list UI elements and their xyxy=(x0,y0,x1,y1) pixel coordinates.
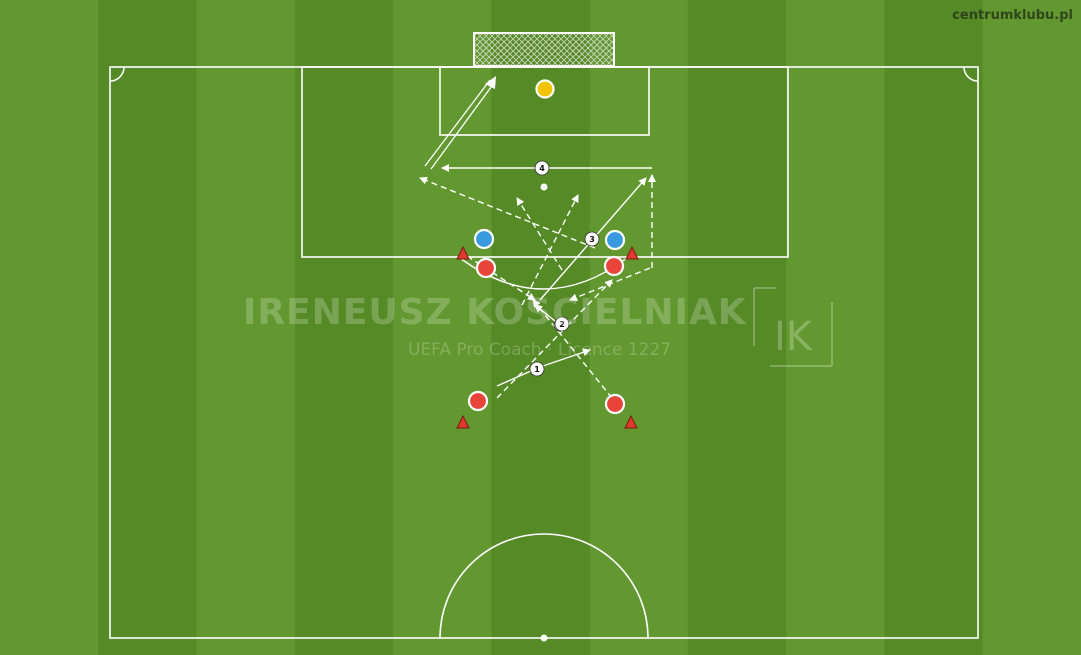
goalkeeper-marker xyxy=(535,79,555,99)
watermark-subtitle: UEFA Pro Coach · Licence 1227 xyxy=(408,340,672,360)
grass-stripe xyxy=(687,0,787,655)
blue-player-marker xyxy=(473,228,495,250)
penalty-spot xyxy=(540,183,548,191)
step-badge: 1 xyxy=(529,361,545,377)
red-player-marker xyxy=(475,257,497,279)
red-player-marker xyxy=(603,255,625,277)
goal-net xyxy=(473,32,615,67)
run-line xyxy=(516,197,563,271)
step-badge: 4 xyxy=(534,160,550,176)
step-badge: 2 xyxy=(554,316,570,332)
svg-text:2: 2 xyxy=(559,320,565,329)
red-player-marker xyxy=(604,393,626,415)
watermark-name: IRENEUSZ KOSCIELNIAK xyxy=(243,292,747,333)
corner-arc-right xyxy=(963,66,979,82)
ik-logo: IK xyxy=(753,287,833,367)
grass-stripe xyxy=(98,0,198,655)
svg-text:1: 1 xyxy=(534,365,540,374)
pass-line xyxy=(539,348,591,368)
grass-stripe xyxy=(196,0,296,655)
center-circle-arc xyxy=(439,533,649,639)
cone-icon xyxy=(624,414,638,429)
run-line xyxy=(532,299,613,399)
brand-site[interactable]: centrumklubu.pl xyxy=(952,8,1073,23)
svg-text:3: 3 xyxy=(589,235,595,244)
red-player-marker xyxy=(467,390,489,412)
grass-stripe xyxy=(786,0,885,655)
grass-stripe xyxy=(491,0,591,655)
cones xyxy=(456,245,639,429)
run-line xyxy=(569,267,651,302)
blue-player-marker xyxy=(604,229,626,251)
player-runs xyxy=(419,174,656,399)
step-badge: 3 xyxy=(584,231,600,247)
grass-stripe xyxy=(589,0,689,655)
cone-icon xyxy=(456,414,470,429)
center-spot xyxy=(540,634,548,642)
step-badges: 1 2 3 4 xyxy=(529,160,600,377)
grass-stripe xyxy=(294,0,394,655)
run-line xyxy=(496,279,613,399)
cone-icon xyxy=(625,245,639,260)
run-line xyxy=(419,176,596,249)
grass-stripe xyxy=(982,0,1081,655)
cone-icon xyxy=(456,245,470,260)
svg-text:4: 4 xyxy=(539,164,545,173)
svg-text:IK: IK xyxy=(774,314,814,360)
grass-stripe xyxy=(0,0,99,655)
grass-stripe xyxy=(884,0,984,655)
corner-arc-left xyxy=(109,66,125,82)
shot-line xyxy=(424,76,496,170)
